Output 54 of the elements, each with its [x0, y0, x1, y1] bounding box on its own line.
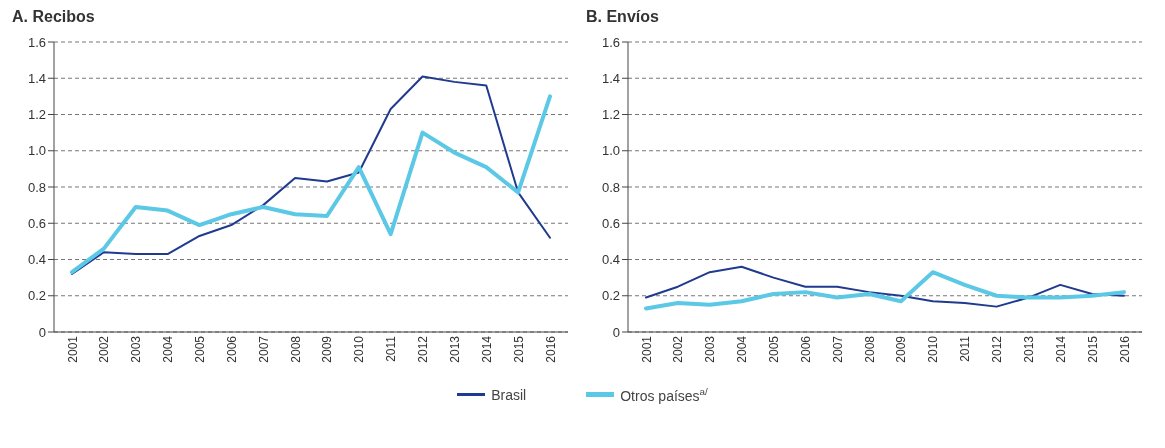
x-tick-label: 2010 — [352, 335, 367, 363]
y-tick-label: 0.8 — [27, 179, 46, 195]
y-tick-label: 1.4 — [601, 70, 620, 86]
x-tick-label: 2015 — [1085, 335, 1100, 363]
chart-title: A. Recibos — [11, 8, 96, 27]
x-tick-label: 2001 — [65, 335, 80, 363]
x-tick-label: 2003 — [703, 335, 718, 363]
y-tick-label: 0.4 — [27, 252, 46, 268]
x-tick-label: 2009 — [320, 335, 335, 363]
y-tick-label: 1.0 — [601, 143, 620, 159]
x-tick-label: 2014 — [479, 335, 494, 363]
x-tick-label: 2005 — [766, 335, 781, 363]
y-tick-label: 1.4 — [27, 70, 46, 86]
x-tick-label: 2011 — [384, 335, 399, 362]
x-tick-label: 2008 — [288, 335, 303, 363]
x-tick-label: 2012 — [990, 335, 1005, 363]
x-tick-label: 2001 — [639, 335, 654, 363]
x-tick-label: 2012 — [416, 335, 431, 363]
x-tick-label: 2003 — [129, 335, 144, 363]
y-tick-label: 0.8 — [601, 179, 620, 195]
x-tick-label: 2015 — [511, 335, 526, 363]
y-tick-label: 0.6 — [601, 215, 620, 231]
y-tick-label: 0.4 — [601, 252, 620, 268]
x-tick-label: 2014 — [1053, 335, 1068, 363]
x-tick-label: 2007 — [256, 335, 271, 363]
y-tick-label: 1.0 — [27, 143, 46, 159]
y-tick-label: 0.2 — [601, 288, 620, 304]
y-tick-label: 0 — [612, 324, 620, 340]
x-tick-label: 2013 — [1021, 335, 1036, 363]
x-tick-label: 2006 — [224, 335, 239, 363]
x-tick-label: 2016 — [543, 335, 558, 363]
x-tick-label: 2011 — [958, 335, 973, 362]
x-tick-label: 2005 — [192, 335, 207, 363]
x-tick-label: 2016 — [1117, 335, 1132, 363]
x-tick-label: 2013 — [447, 335, 462, 363]
legend-label: Otros países$^{a/}$ — [620, 386, 708, 404]
y-tick-label: 1.2 — [601, 107, 620, 123]
x-tick-label: 2002 — [671, 335, 686, 363]
x-tick-label: 2004 — [735, 335, 750, 363]
y-tick-label: 1.2 — [27, 107, 46, 123]
y-tick-label: 0.6 — [27, 215, 46, 231]
y-tick-label: 1.6 — [601, 34, 620, 50]
chart-title: B. Envíos — [585, 8, 660, 27]
x-tick-label: 2010 — [926, 335, 941, 363]
x-tick-label: 2002 — [97, 335, 112, 363]
y-tick-label: 0 — [38, 324, 46, 340]
x-tick-label: 2007 — [830, 335, 845, 363]
x-tick-label: 2008 — [862, 335, 877, 363]
y-tick-label: 0.2 — [27, 288, 46, 304]
x-tick-label: 2006 — [798, 335, 813, 363]
legend-label: Brasil — [491, 386, 527, 403]
x-tick-label: 2009 — [894, 335, 909, 363]
y-tick-label: 1.6 — [27, 34, 46, 50]
x-tick-label: 2004 — [161, 335, 176, 363]
